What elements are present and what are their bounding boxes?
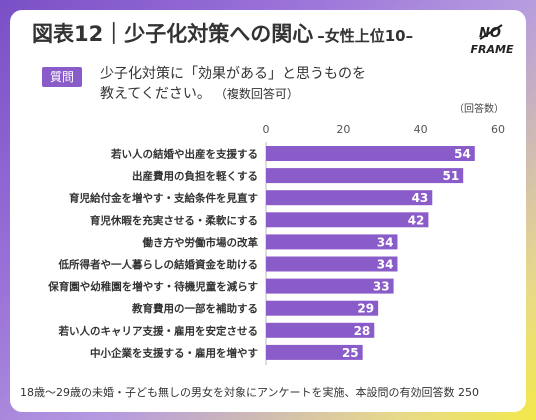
question-line-2: 教えてください。 <box>100 86 211 102</box>
category-label: 中小企業を支援する・雇用を増やす <box>90 346 258 359</box>
category-label: 育児給付金を増やす・支給条件を見直す <box>69 192 258 205</box>
category-label: 若い人の結婚や出産を支援する <box>110 148 258 161</box>
question-line-1: 少子化対策に「効果がある」と思うものを <box>100 66 366 82</box>
category-label: 働き方や労働市場の改革 <box>142 236 259 249</box>
bar <box>266 190 433 206</box>
bar-value-label: 34 <box>377 235 394 249</box>
title-subtitle: –女性上位10– <box>317 27 414 45</box>
bar-value-label: 42 <box>408 213 425 227</box>
x-tick-label: 60 <box>491 123 505 136</box>
bar-value-label: 33 <box>373 280 390 294</box>
x-tick-label: 40 <box>414 123 428 136</box>
page-title: 図表12｜少子化対策への関心 –女性上位10– <box>32 18 413 48</box>
question-note: （複数回答可） <box>220 87 299 101</box>
bar-value-label: 51 <box>442 169 459 183</box>
question-badge: 質問 <box>42 67 82 87</box>
bar-value-label: 28 <box>354 324 371 338</box>
category-label: 保育園や幼稚園を増やす・待機児童を減らす <box>47 280 258 293</box>
question-text: 少子化対策に「効果がある」と思うものを 教えてください。 （複数回答可） <box>100 64 366 104</box>
logo-text-bottom: FRAME <box>471 43 514 56</box>
bar <box>266 278 394 294</box>
unit-label: （回答数） <box>454 104 504 115</box>
title-main: 図表12｜少子化対策への関心 <box>32 22 314 46</box>
bar <box>266 256 398 272</box>
bar-value-label: 29 <box>357 302 374 316</box>
bar-value-label: 25 <box>342 346 359 360</box>
logo: NO FRAME <box>471 24 514 56</box>
bar <box>266 212 429 228</box>
bar-value-label: 34 <box>377 258 394 272</box>
x-tick-label: 20 <box>336 123 350 136</box>
bar-value-label: 43 <box>412 191 429 205</box>
category-label: 若い人のキャリア支援・雇用を安定させる <box>58 324 259 337</box>
bar <box>266 146 475 161</box>
category-label: 低所得者や一人暮らしの結婚資金を助ける <box>58 258 259 271</box>
bar <box>266 322 375 338</box>
x-tick-label: 0 <box>263 123 270 136</box>
bar <box>266 234 398 250</box>
category-label: 育児休暇を充実させる・柔軟にする <box>90 214 258 227</box>
category-label: 出産費用の負担を軽くする <box>132 170 258 183</box>
bar <box>266 300 379 316</box>
footer-note: 18歳〜29歳の未婚・子ども無しの男女を対象にアンケートを実施、本設問の有効回答… <box>20 386 480 399</box>
category-label: 教育費用の一部を補助する <box>131 302 258 315</box>
bar <box>266 344 363 360</box>
bar <box>266 168 464 184</box>
bar-value-label: 54 <box>454 147 471 161</box>
